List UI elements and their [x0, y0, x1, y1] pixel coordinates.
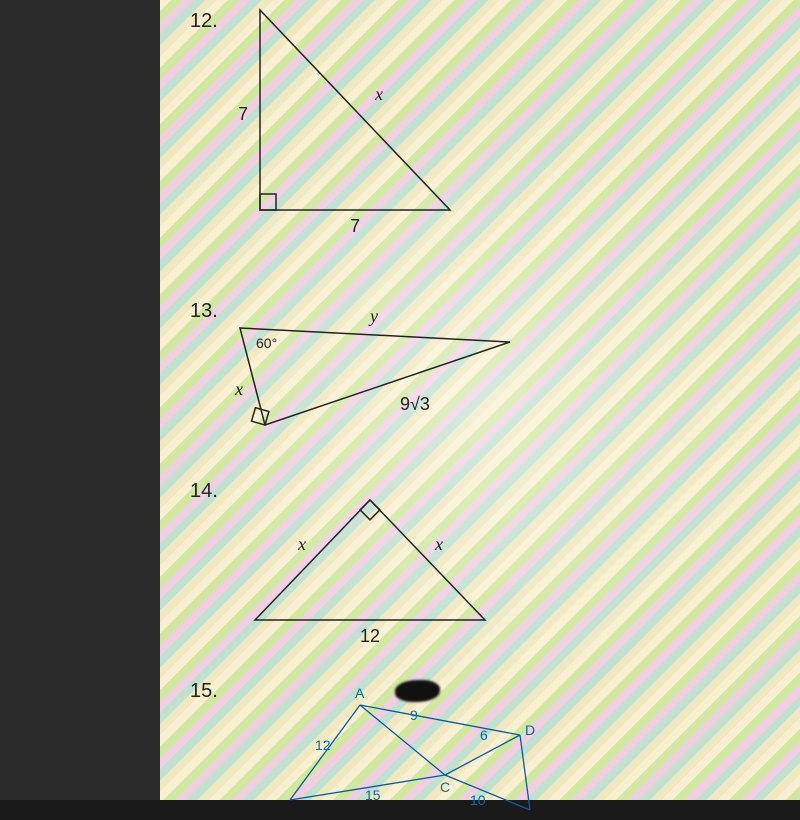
len-6: 6 [480, 727, 488, 743]
label-13-bottom: 9√3 [400, 394, 430, 414]
label-13-top: y [368, 306, 378, 326]
label-12-leg-vertical: 7 [238, 104, 248, 124]
triangle-13 [240, 328, 510, 425]
seg-AD [360, 705, 520, 735]
label-12-hypotenuse: x [374, 84, 383, 104]
len-9: 9 [410, 707, 418, 723]
label-13-left: x [234, 379, 243, 399]
problem-13-figure: 60° y x 9√3 [210, 300, 540, 460]
len-12: 12 [315, 737, 331, 753]
label-14-left: x [297, 534, 306, 554]
vertex-C: C [440, 779, 450, 795]
problem-14-number: 14. [190, 480, 218, 503]
problem-14-figure: x x 12 [230, 480, 510, 650]
worksheet-page: 12. 7 7 x 13. 60° y x 9√3 14. x x 12 15. [160, 0, 800, 800]
problem-15-number: 15. [190, 680, 218, 703]
right-angle-marker-13 [252, 408, 269, 425]
problem-12-figure: 7 7 x [220, 0, 480, 240]
problem-15-figure: A D C 12 9 6 15 10 [270, 680, 590, 820]
vertex-D: D [525, 722, 535, 738]
triangle-12 [260, 10, 450, 210]
seg-CE [445, 775, 530, 810]
seg-AC [360, 705, 445, 775]
label-14-base: 12 [360, 626, 380, 646]
problem-12-number: 12. [190, 10, 218, 33]
label-14-right: x [434, 534, 443, 554]
right-angle-marker-14 [360, 500, 380, 520]
right-angle-marker-12 [260, 194, 276, 210]
dark-sidebar [0, 0, 160, 800]
vertex-A: A [355, 685, 365, 701]
label-13-angle: 60° [256, 335, 277, 351]
triangle-14 [255, 500, 485, 620]
len-15: 15 [365, 787, 381, 803]
label-12-leg-horizontal: 7 [350, 216, 360, 236]
len-10: 10 [470, 792, 486, 808]
seg-DE [520, 735, 530, 810]
